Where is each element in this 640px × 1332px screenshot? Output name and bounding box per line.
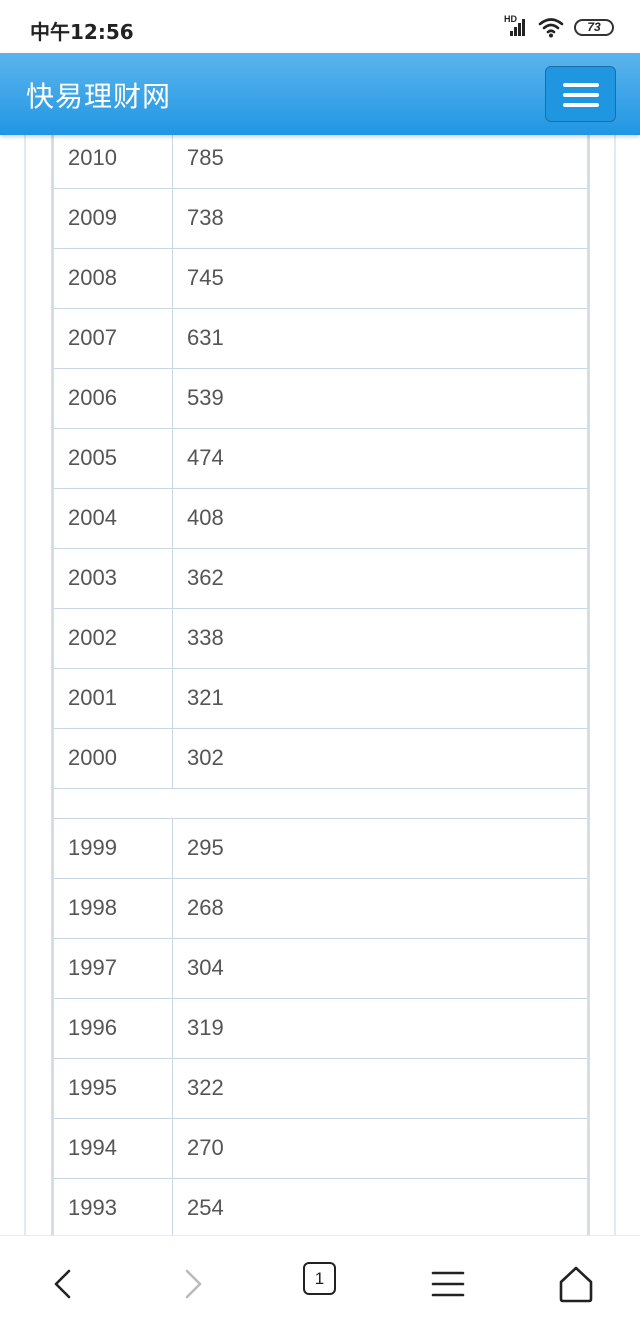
status-time: 中午12:56 [30,20,134,44]
value-cell: 322 [172,1058,589,1119]
value-cell: 321 [172,668,589,729]
table-row: 2007 631 [52,308,589,369]
signal-icon: HD [504,14,528,38]
value-cell: 785 [172,135,589,189]
browser-bottom-bar [0,1235,640,1332]
value-cell: 362 [172,548,589,609]
year-cell: 1993 [52,1178,173,1235]
status-bar: 中午12:56 HD 73 [0,0,640,53]
table-row: 2005 474 [52,428,589,489]
year-cell: 2002 [52,608,173,669]
divider-cell [52,788,589,819]
navbar: 快易理财网 [0,53,640,135]
year-cell: 2000 [52,728,173,789]
table-row: 2006 539 [52,368,589,429]
menu-toggle-button[interactable] [545,66,616,122]
home-icon[interactable] [557,1262,595,1306]
value-cell: 474 [172,428,589,489]
year-cell: 2003 [52,548,173,609]
battery-icon: 73 [574,18,614,36]
table-row: 2001 321 [52,668,589,729]
year-cell: 2004 [52,488,173,549]
table-row: 1994 270 [52,1118,589,1179]
table-row: 1996 319 [52,998,589,1059]
menu-icon[interactable] [430,1262,466,1306]
table-row: 2009 738 [52,188,589,249]
value-cell: 304 [172,938,589,999]
table-row: 2002 338 [52,608,589,669]
value-cell: 295 [172,818,589,879]
value-cell: 302 [172,728,589,789]
chevron-left-icon[interactable] [48,1262,78,1306]
value-cell: 738 [172,188,589,249]
tab-count-button[interactable]: 1 [303,1262,336,1295]
value-cell: 319 [172,998,589,1059]
year-cell: 2001 [52,668,173,729]
table-row: 2004 408 [52,488,589,549]
year-cell: 1995 [52,1058,173,1119]
year-cell: 2008 [52,248,173,309]
year-cell: 1998 [52,878,173,939]
table-row: 1993 254 [52,1178,589,1235]
year-cell: 1996 [52,998,173,1059]
year-cell: 1999 [52,818,173,879]
table-row: 1999 295 [52,818,589,879]
value-cell: 270 [172,1118,589,1179]
table-divider-row [52,788,589,819]
table-row: 2003 362 [52,548,589,609]
table-row: 2010 785 [52,135,589,189]
site-brand[interactable]: 快易理财网 [26,80,172,113]
value-cell: 408 [172,488,589,549]
value-cell: 631 [172,308,589,369]
main-content: 2010 785 2009 738 2008 745 2007 631 2006 539 2005 4… [0,135,640,1235]
network-label: HD [504,14,517,24]
status-icons: HD 73 [504,14,614,39]
year-cell: 1994 [52,1118,173,1179]
table-row: 1998 268 [52,878,589,939]
year-cell: 2010 [52,135,173,189]
year-cell: 2005 [52,428,173,489]
value-cell: 268 [172,878,589,939]
value-cell: 254 [172,1178,589,1235]
table-row: 2000 302 [52,728,589,789]
table-row: 1997 304 [52,938,589,999]
table-row: 2008 745 [52,248,589,309]
table-row: 1995 322 [52,1058,589,1119]
year-cell: 2007 [52,308,173,369]
year-cell: 2009 [52,188,173,249]
chevron-right-icon[interactable] [178,1262,208,1306]
data-table: 2010 785 2009 738 2008 745 2007 631 2006 539 2005 4… [51,135,590,1235]
content-panel [24,135,616,1235]
value-cell: 745 [172,248,589,309]
year-cell: 2006 [52,368,173,429]
value-cell: 338 [172,608,589,669]
year-cell: 1997 [52,938,173,999]
wifi-icon [538,18,564,38]
value-cell: 539 [172,368,589,429]
